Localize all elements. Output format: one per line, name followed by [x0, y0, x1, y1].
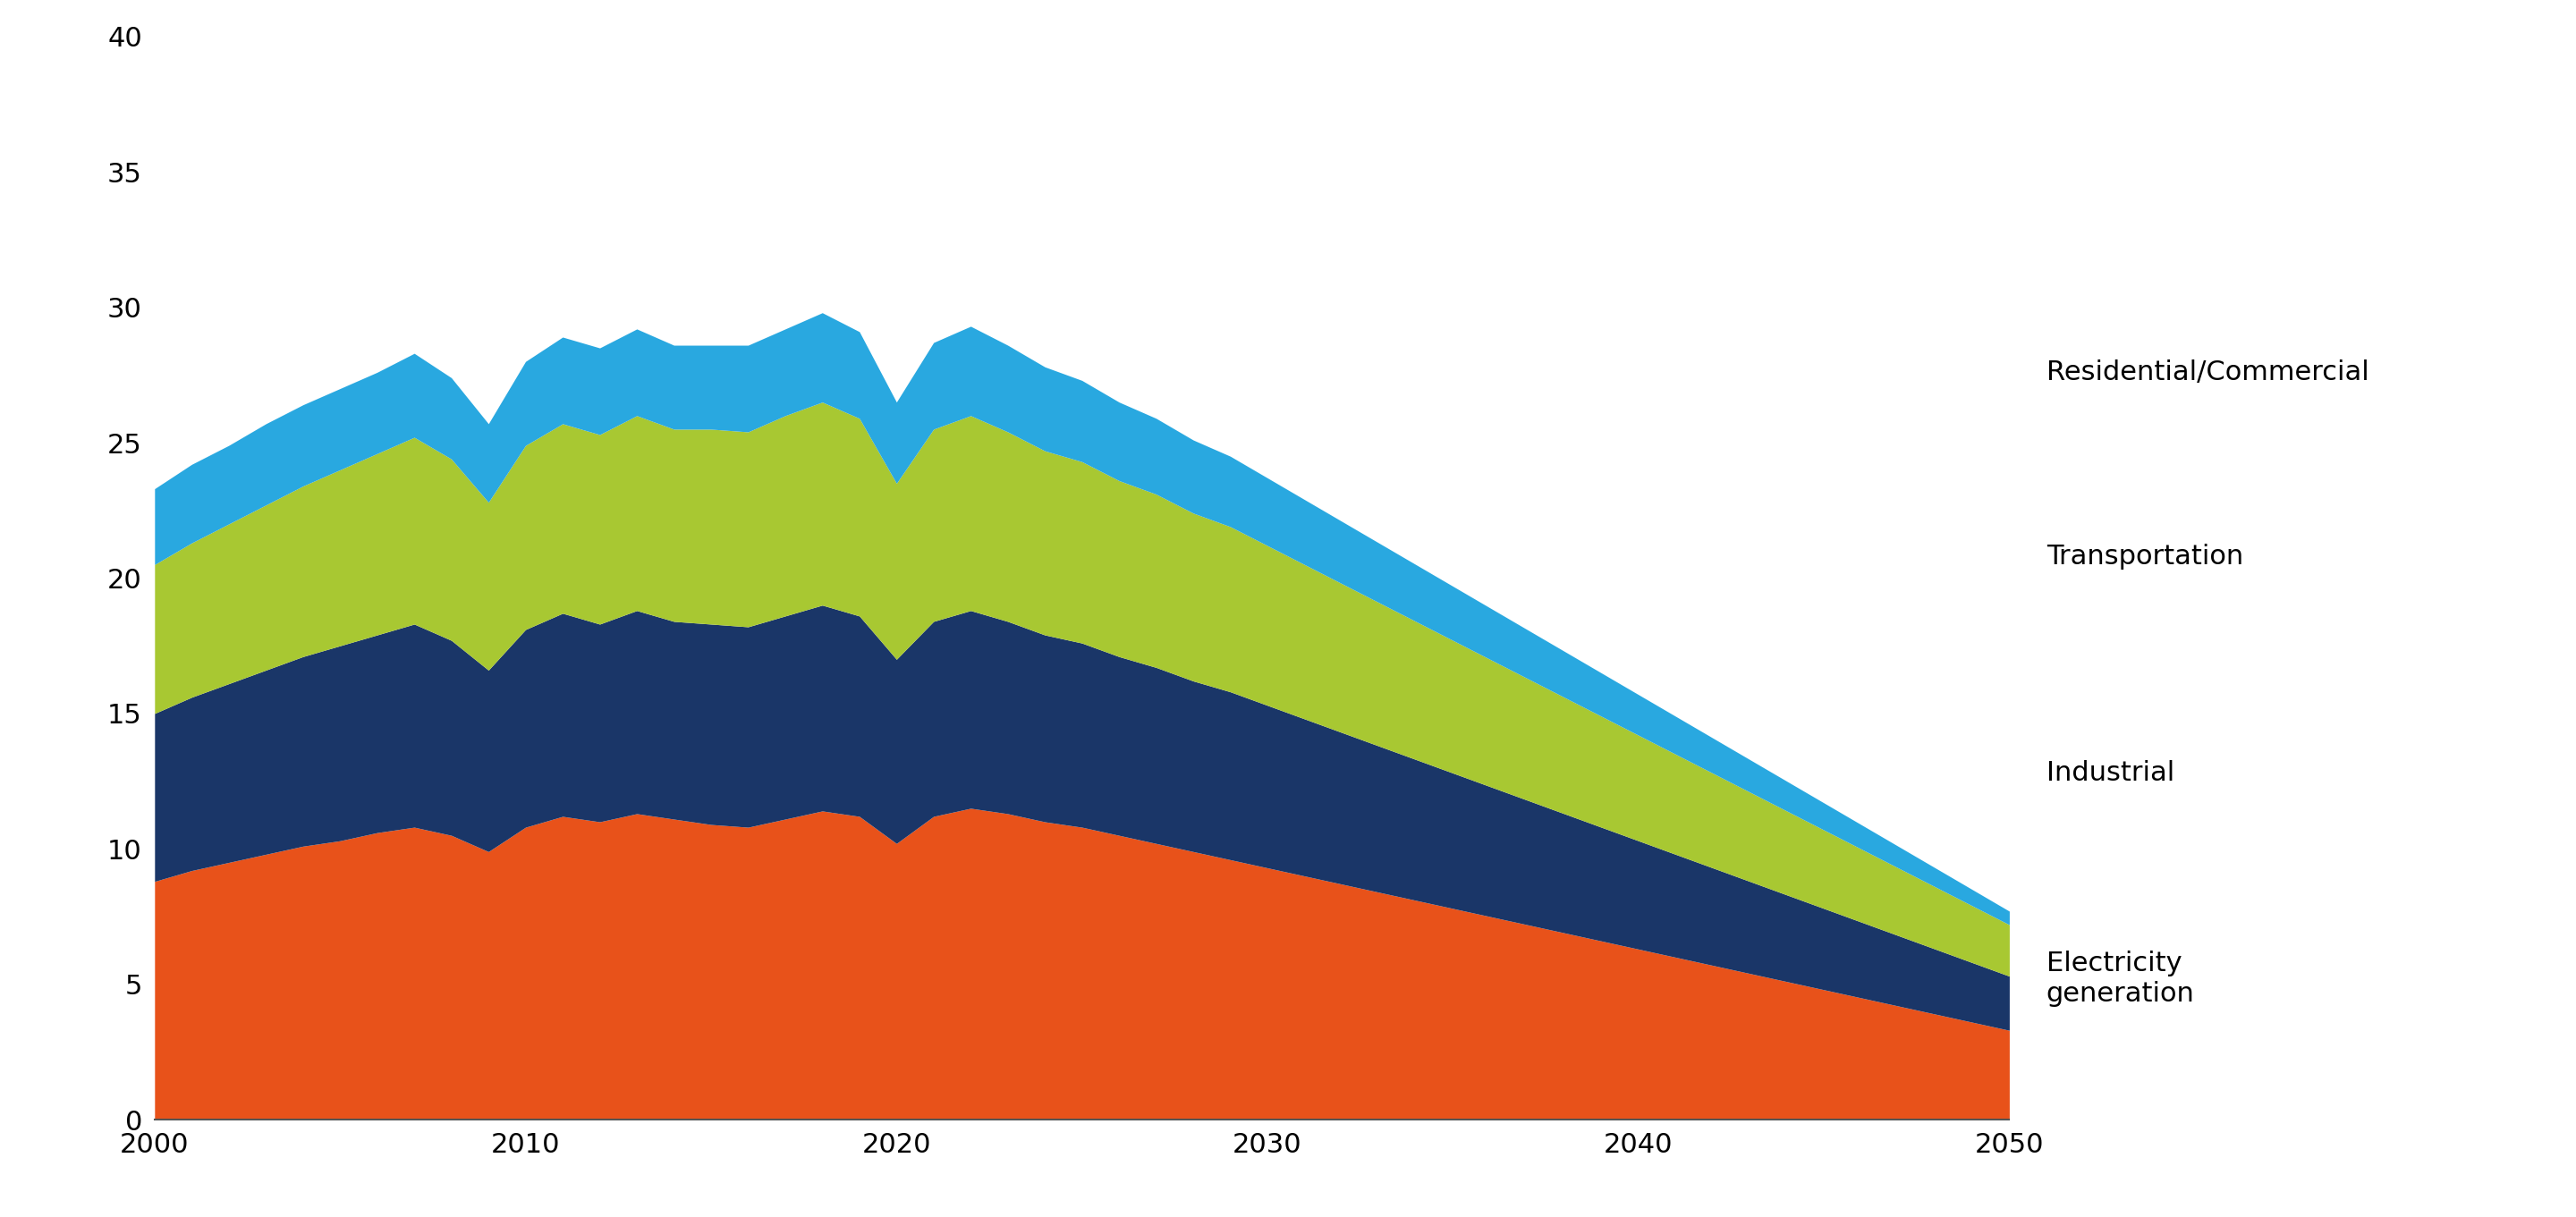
Text: Residential/Commercial: Residential/Commercial — [2045, 359, 2370, 386]
Text: Industrial: Industrial — [2045, 761, 2174, 786]
Text: Electricity
generation: Electricity generation — [2045, 950, 2195, 1006]
Text: Transportation: Transportation — [2045, 544, 2244, 570]
